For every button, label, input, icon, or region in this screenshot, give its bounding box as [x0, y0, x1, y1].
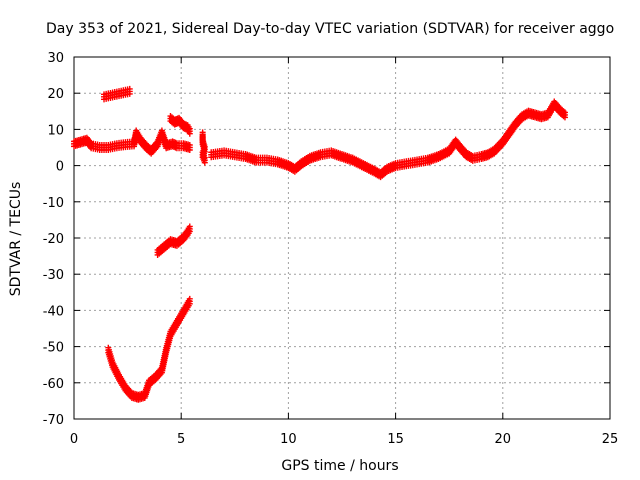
series-trace-lower: [105, 295, 193, 403]
y-axis-ticks: 30 20 10 0 -10 -20 -30 -40 -50 -60 -70: [43, 51, 610, 428]
data-point: [561, 114, 568, 121]
x-axis-label: GPS time / hours: [281, 458, 398, 474]
x-tick-label: 20: [495, 432, 512, 447]
y-tick-label: -10: [43, 196, 64, 211]
series-trace-main: [208, 98, 568, 181]
data-point: [186, 300, 193, 307]
x-axis-ticks: 0 5 10 15 20 25: [70, 57, 618, 447]
y-axis-label: SDTVAR / TECUs: [8, 182, 24, 297]
grid-lines: [74, 57, 610, 419]
x-tick-label: 0: [70, 432, 78, 447]
data-point: [126, 90, 133, 97]
y-tick-label: 10: [47, 123, 64, 138]
x-tick-label: 15: [387, 432, 404, 447]
x-tick-label: 5: [177, 432, 185, 447]
y-tick-label: -50: [43, 341, 64, 356]
x-tick-label: 10: [280, 432, 297, 447]
data-point: [201, 159, 208, 166]
data-point: [186, 130, 193, 137]
series-trace-marks-6h: [199, 129, 208, 166]
y-tick-label: 20: [47, 87, 64, 102]
chart-title: Day 353 of 2021, Sidereal Day-to-day VTE…: [46, 21, 614, 37]
series-trace-upper: [101, 85, 133, 103]
y-tick-label: -60: [43, 377, 64, 392]
series-trace-mid: [154, 223, 193, 258]
data-points: [71, 85, 568, 403]
series-trace-arc-upper: [167, 113, 193, 137]
x-tick-label: 25: [602, 432, 619, 447]
y-tick-label: -20: [43, 232, 64, 247]
y-tick-label: 0: [56, 160, 64, 175]
y-tick-label: -40: [43, 304, 64, 319]
data-point: [186, 228, 193, 235]
y-tick-label: 30: [47, 51, 64, 66]
y-tick-label: -70: [43, 413, 64, 428]
series-trace-main-early: [71, 127, 193, 157]
data-point: [186, 147, 193, 153]
y-tick-label: -30: [43, 268, 64, 283]
